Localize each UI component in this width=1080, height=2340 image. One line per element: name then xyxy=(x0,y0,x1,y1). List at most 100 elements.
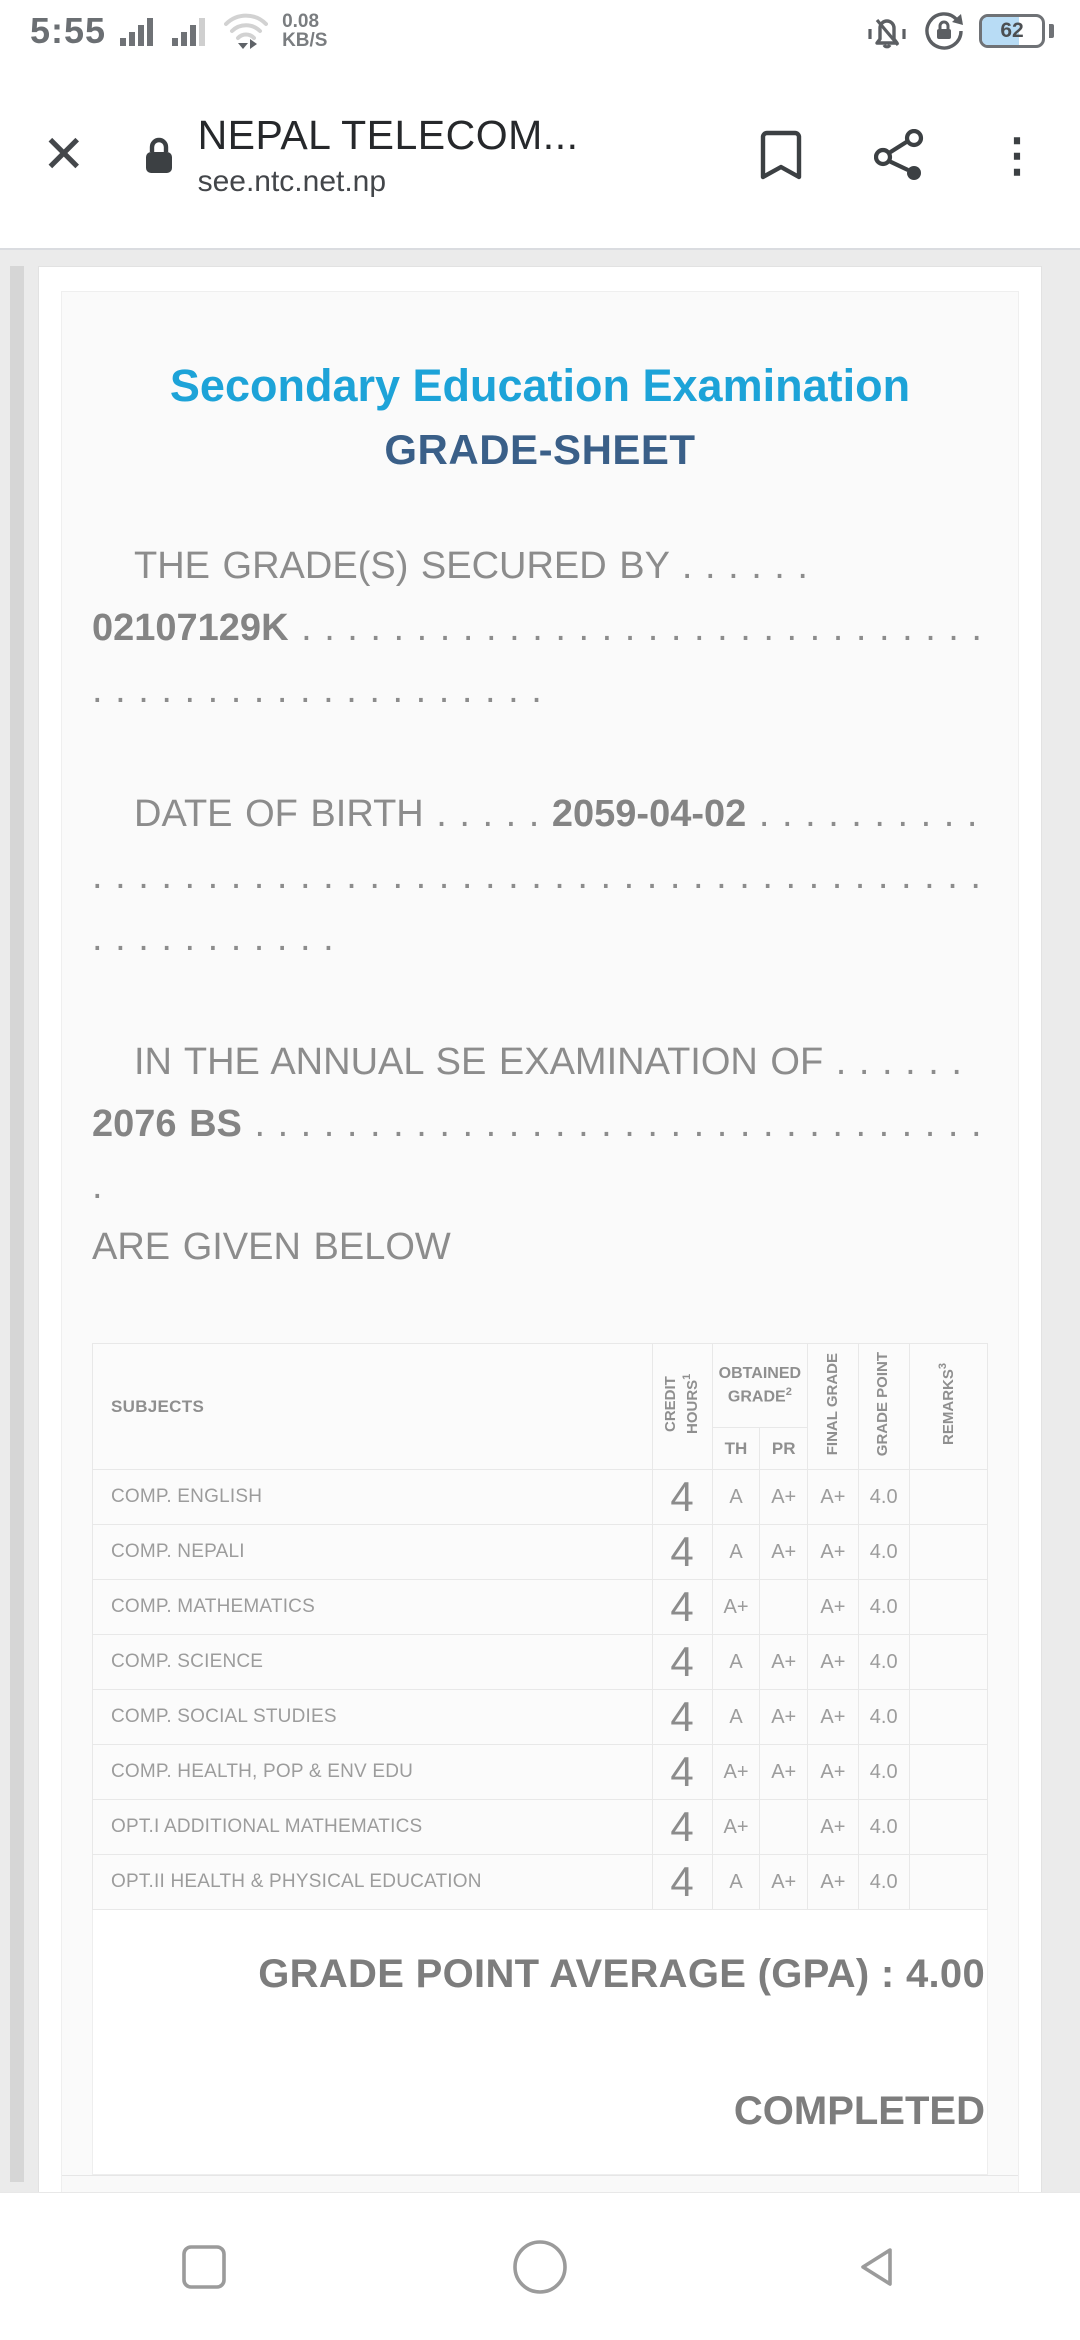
battery-percent: 62 xyxy=(1000,19,1024,42)
symbol-number: 02107129K xyxy=(92,606,289,649)
status-bar: 5:55 xyxy=(0,0,1080,62)
grade-table-body: COMP. ENGLISH 4 A A+ A+ 4.0 COMP. NEPALI 4 A A+ A+… xyxy=(92,1469,989,1911)
cell-pr: A+ xyxy=(759,1854,809,1911)
web-page-viewport: Secondary Education Examination GRADE-SH… xyxy=(0,266,1080,2340)
cell-credit: 4 xyxy=(651,1634,713,1691)
cell-credit: 4 xyxy=(651,1854,713,1911)
cell-subject: COMP. SCIENCE xyxy=(92,1634,653,1691)
cell-final: A+ xyxy=(807,1524,859,1581)
cell-credit: 4 xyxy=(651,1744,713,1801)
cell-th: A+ xyxy=(711,1799,761,1856)
cell-point: 4.0 xyxy=(857,1524,910,1581)
cell-pr: A+ xyxy=(759,1744,809,1801)
cell-point: 4.0 xyxy=(857,1469,910,1526)
header-grade-point: GRADE POINT xyxy=(857,1343,910,1471)
table-row: COMP. ENGLISH 4 A A+ A+ 4.0 xyxy=(92,1469,989,1526)
exam-year-line: IN THE ANNUAL SE EXAMINATION OF . . . . … xyxy=(92,1040,982,1269)
table-row: OPT.I ADDITIONAL MATHEMATICS 4 A+ A+ 4.0 xyxy=(92,1799,989,1856)
header-th: TH xyxy=(711,1427,761,1471)
cell-credit: 4 xyxy=(651,1689,713,1746)
close-icon[interactable]: ✕ xyxy=(42,126,86,184)
browser-header: ✕ NEPAL TELECOM... see.ntc.net.np xyxy=(0,62,1080,250)
battery-icon: 62 xyxy=(979,14,1045,48)
cell-subject: COMP. MATHEMATICS xyxy=(92,1579,653,1636)
cell-remarks xyxy=(908,1854,989,1911)
cell-th: A+ xyxy=(711,1744,761,1801)
header-subjects: SUBJECTS xyxy=(92,1343,653,1471)
cell-pr xyxy=(759,1579,809,1636)
cell-credit: 4 xyxy=(651,1524,713,1581)
left-gutter xyxy=(10,266,24,2182)
cell-th: A xyxy=(711,1469,761,1526)
rotation-lock-icon xyxy=(923,11,965,51)
table-row: COMP. NEPALI 4 A A+ A+ 4.0 xyxy=(92,1524,989,1581)
cell-credit: 4 xyxy=(651,1469,713,1526)
page-title: NEPAL TELECOM... xyxy=(197,111,579,158)
cell-subject: COMP. HEALTH, POP & ENV EDU xyxy=(92,1744,653,1801)
cell-subject: COMP. NEPALI xyxy=(92,1524,653,1581)
cell-final: A+ xyxy=(807,1469,859,1526)
cell-remarks xyxy=(908,1634,989,1691)
table-row: COMP. HEALTH, POP & ENV EDU 4 A+ A+ A+ 4.0 xyxy=(92,1744,989,1801)
cell-th: A xyxy=(711,1634,761,1691)
header-remarks: REMARKS3 xyxy=(908,1343,989,1471)
header-final-grade: FINAL GRADE xyxy=(807,1343,859,1471)
cell-point: 4.0 xyxy=(857,1689,910,1746)
battery-fill xyxy=(982,17,1020,45)
cell-credit: 4 xyxy=(651,1579,713,1636)
cell-point: 4.0 xyxy=(857,1854,910,1911)
header-pr: PR xyxy=(759,1427,809,1471)
dob-value: 2059-04-02 xyxy=(551,792,747,835)
cell-remarks xyxy=(908,1469,989,1526)
cell-final: A+ xyxy=(807,1634,859,1691)
cell-remarks xyxy=(908,1579,989,1636)
cell-pr: A+ xyxy=(759,1469,809,1526)
cell-credit: 4 xyxy=(651,1799,713,1856)
dob-line: DATE OF BIRTH . . . . . 2059-04-02 . . .… xyxy=(92,792,981,959)
home-button[interactable] xyxy=(511,2238,569,2296)
table-row: COMP. SCIENCE 4 A A+ A+ 4.0 xyxy=(92,1634,989,1691)
header-credit-hours: CREDIT HOURS1 xyxy=(651,1343,713,1471)
grade-sheet-heading: GRADE-SHEET xyxy=(384,426,696,473)
table-row: COMP. MATHEMATICS 4 A+ A+ 4.0 xyxy=(92,1579,989,1636)
cell-pr xyxy=(759,1799,809,1856)
mute-vibrate-icon xyxy=(865,12,909,50)
cell-th: A+ xyxy=(711,1579,761,1636)
signal-sim2-icon xyxy=(172,14,210,48)
cell-th: A xyxy=(711,1524,761,1581)
overflow-menu-icon[interactable]: ⋮ xyxy=(994,128,1040,181)
summary-section: GRADE POINT AVERAGE (GPA) : 4.00 COMPLET… xyxy=(92,1910,988,2176)
grade-sheet-card: Secondary Education Examination GRADE-SH… xyxy=(38,266,1042,2340)
cell-point: 4.0 xyxy=(857,1799,910,1856)
header-obtained-grade: OBTAINED GRADE2 xyxy=(711,1343,809,1429)
cell-pr: A+ xyxy=(759,1634,809,1691)
secured-by-line: THE GRADE(S) SECURED BY . . . . . . 0210… xyxy=(92,545,982,711)
cell-point: 4.0 xyxy=(857,1579,910,1636)
android-nav-bar xyxy=(0,2192,1080,2340)
share-icon[interactable] xyxy=(874,129,924,181)
cell-th: A xyxy=(711,1854,761,1911)
result-status: COMPLETED xyxy=(733,2089,985,2134)
battery-nub xyxy=(1049,24,1054,38)
cell-remarks xyxy=(908,1689,989,1746)
recents-button[interactable] xyxy=(180,2243,228,2291)
cell-th: A xyxy=(711,1689,761,1746)
cell-subject: COMP. ENGLISH xyxy=(92,1469,653,1526)
cell-final: A+ xyxy=(807,1579,859,1636)
cell-point: 4.0 xyxy=(857,1744,910,1801)
cell-final: A+ xyxy=(807,1854,859,1911)
cell-pr: A+ xyxy=(759,1689,809,1746)
cell-point: 4.0 xyxy=(857,1634,910,1691)
table-row: COMP. SOCIAL STUDIES 4 A A+ A+ 4.0 xyxy=(92,1689,989,1746)
network-speed: 0.08 KB/S xyxy=(282,11,328,51)
signal-sim1-icon xyxy=(120,14,158,48)
cell-remarks xyxy=(908,1744,989,1801)
exam-year-value: 2076 BS xyxy=(92,1102,242,1145)
cell-final: A+ xyxy=(807,1689,859,1746)
back-button[interactable] xyxy=(852,2243,900,2291)
bookmark-icon[interactable] xyxy=(758,128,804,182)
url-bar[interactable]: see.ntc.net.np xyxy=(197,164,387,198)
cell-subject: OPT.II HEALTH & PHYSICAL EDUCATION xyxy=(92,1854,653,1911)
cell-final: A+ xyxy=(807,1744,859,1801)
cell-subject: OPT.I ADDITIONAL MATHEMATICS xyxy=(92,1799,653,1856)
